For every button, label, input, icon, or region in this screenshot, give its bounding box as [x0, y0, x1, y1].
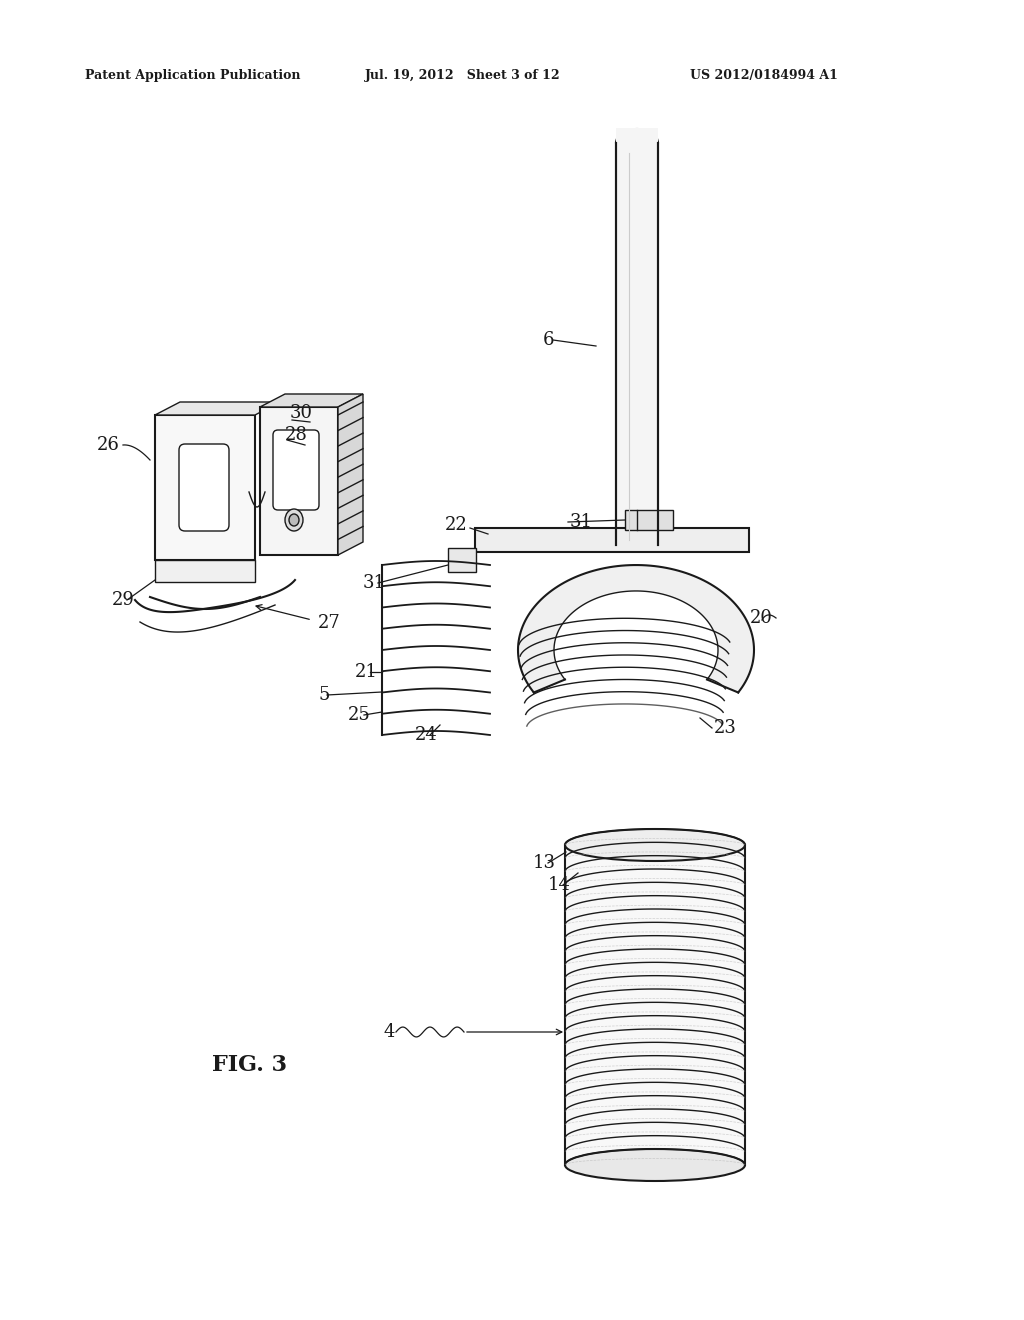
- Polygon shape: [260, 393, 362, 407]
- Text: 14: 14: [548, 876, 570, 894]
- Ellipse shape: [289, 513, 299, 525]
- Text: Patent Application Publication: Patent Application Publication: [85, 69, 300, 82]
- Polygon shape: [155, 560, 255, 582]
- Ellipse shape: [565, 1148, 745, 1181]
- Text: 25: 25: [348, 706, 371, 723]
- Text: 31: 31: [570, 513, 593, 531]
- Text: 29: 29: [112, 591, 135, 609]
- Text: 5: 5: [318, 686, 330, 704]
- Text: 28: 28: [285, 426, 308, 444]
- Bar: [475, 528, 749, 552]
- Ellipse shape: [616, 129, 658, 157]
- Text: 30: 30: [290, 404, 313, 422]
- Polygon shape: [155, 403, 280, 414]
- Text: 26: 26: [97, 436, 120, 454]
- Bar: [616, 128, 658, 545]
- Ellipse shape: [185, 450, 223, 524]
- Polygon shape: [155, 414, 255, 560]
- Text: 21: 21: [355, 663, 378, 681]
- Text: 24: 24: [415, 726, 437, 744]
- FancyBboxPatch shape: [273, 430, 319, 510]
- Text: 22: 22: [445, 516, 468, 535]
- Bar: [449, 548, 476, 572]
- Text: 4: 4: [383, 1023, 394, 1041]
- Text: 13: 13: [534, 854, 556, 873]
- Text: FIG. 3: FIG. 3: [213, 1053, 288, 1076]
- Text: 31: 31: [362, 574, 386, 591]
- Text: 6: 6: [543, 331, 555, 348]
- Bar: [565, 845, 745, 1166]
- Text: Jul. 19, 2012   Sheet 3 of 12: Jul. 19, 2012 Sheet 3 of 12: [365, 69, 560, 82]
- Bar: [625, 510, 673, 531]
- Polygon shape: [260, 407, 338, 554]
- Ellipse shape: [285, 510, 303, 531]
- Text: 23: 23: [714, 719, 737, 737]
- FancyBboxPatch shape: [179, 444, 229, 531]
- Text: US 2012/0184994 A1: US 2012/0184994 A1: [690, 69, 838, 82]
- Ellipse shape: [565, 829, 745, 861]
- Text: 27: 27: [318, 614, 341, 632]
- Text: 20: 20: [751, 609, 773, 627]
- Polygon shape: [338, 393, 362, 554]
- Polygon shape: [518, 565, 754, 693]
